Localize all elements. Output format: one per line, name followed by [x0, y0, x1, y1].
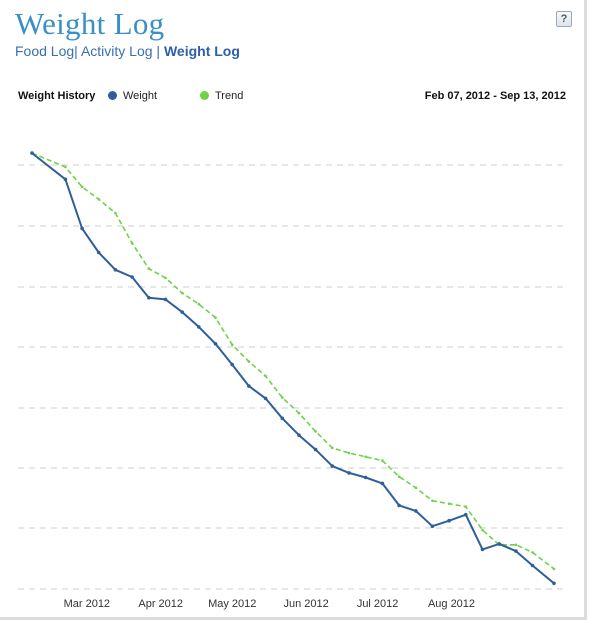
data-point-trend[interactable]: [364, 455, 368, 459]
data-point-trend[interactable]: [314, 430, 317, 433]
data-point-trend[interactable]: [247, 360, 251, 363]
legend-weight-marker: [108, 91, 117, 100]
data-point-trend[interactable]: [197, 302, 201, 306]
data-point-trend[interactable]: [97, 197, 100, 201]
data-point-weight[interactable]: [130, 275, 134, 279]
x-tick-label: Apr 2012: [138, 598, 183, 610]
data-point-trend[interactable]: [297, 411, 301, 415]
data-point-weight[interactable]: [163, 297, 168, 302]
data-point-trend[interactable]: [180, 291, 184, 295]
data-point-weight[interactable]: [63, 177, 68, 182]
data-point-trend[interactable]: [230, 343, 234, 347]
data-point-trend[interactable]: [264, 374, 267, 378]
chart-gridlines: [18, 164, 565, 590]
data-point-trend[interactable]: [114, 211, 117, 215]
data-point-weight[interactable]: [280, 416, 285, 421]
series-line-trend: [31, 152, 555, 570]
x-tick-label: May 2012: [208, 598, 256, 610]
series-line-weight: [31, 152, 555, 585]
help-button[interactable]: ?: [556, 11, 572, 27]
nav-separator: |: [74, 43, 78, 59]
data-point-weight[interactable]: [497, 542, 502, 546]
legend-weight[interactable]: Weight: [108, 90, 157, 102]
data-point-weight[interactable]: [464, 512, 468, 517]
data-point-weight[interactable]: [80, 226, 84, 231]
data-point-trend[interactable]: [552, 567, 556, 571]
data-point-trend[interactable]: [481, 528, 484, 532]
data-point-weight[interactable]: [430, 524, 435, 528]
chart-series: [30, 151, 556, 586]
nav-activity-log[interactable]: Activity Log: [80, 43, 153, 59]
data-point-trend[interactable]: [214, 316, 217, 319]
data-point-weight[interactable]: [197, 325, 201, 329]
data-point-weight[interactable]: [330, 464, 335, 468]
data-point-trend[interactable]: [331, 446, 334, 450]
x-tick-label: Aug 2012: [428, 598, 475, 610]
data-point-trend[interactable]: [347, 451, 351, 455]
data-point-weight[interactable]: [180, 310, 184, 314]
data-point-trend[interactable]: [80, 185, 84, 189]
data-point-weight[interactable]: [347, 471, 351, 475]
chart-header: Weight History Weight Trend Feb 07, 2012…: [18, 90, 566, 106]
data-point-trend[interactable]: [531, 551, 534, 554]
data-point-weight[interactable]: [380, 481, 385, 486]
data-point-weight[interactable]: [414, 509, 418, 513]
data-point-weight[interactable]: [263, 396, 268, 401]
data-point-trend[interactable]: [164, 276, 167, 280]
data-point-weight[interactable]: [363, 475, 368, 480]
log-navigation: Food Log| Activity Log | Weight Log: [15, 43, 240, 59]
data-point-weight[interactable]: [96, 250, 101, 255]
data-point-weight[interactable]: [30, 151, 34, 155]
chart-x-axis: Mar 2012 Apr 2012 May 2012 Jun 2012 Jul 2012…: [64, 598, 475, 610]
date-range: Feb 07, 2012 - Sep 13, 2012: [424, 90, 566, 102]
data-point-trend[interactable]: [414, 486, 418, 490]
data-point-trend[interactable]: [147, 267, 151, 270]
data-point-weight[interactable]: [113, 268, 118, 272]
x-tick-label: Mar 2012: [64, 598, 110, 610]
legend-trend-marker: [200, 91, 209, 100]
data-point-weight[interactable]: [297, 433, 301, 438]
data-point-trend[interactable]: [397, 475, 401, 479]
x-tick-label: Jun 2012: [283, 598, 328, 610]
data-point-weight[interactable]: [480, 547, 485, 552]
data-point-trend[interactable]: [431, 499, 434, 503]
data-point-trend[interactable]: [464, 505, 468, 509]
data-point-weight[interactable]: [397, 503, 401, 508]
nav-separator: |: [156, 43, 161, 59]
legend-trend[interactable]: Trend: [200, 90, 243, 102]
data-point-weight[interactable]: [213, 342, 218, 346]
data-point-weight[interactable]: [530, 563, 535, 568]
data-point-trend[interactable]: [130, 241, 134, 245]
data-point-weight[interactable]: [230, 362, 234, 367]
nav-food-log[interactable]: Food Log: [15, 43, 75, 59]
data-point-trend[interactable]: [514, 543, 518, 547]
data-point-weight[interactable]: [147, 295, 151, 300]
data-point-weight[interactable]: [552, 581, 556, 586]
x-tick-label: Jul 2012: [357, 598, 399, 610]
chart-title: Weight History: [18, 90, 96, 102]
legend-trend-label: Trend: [215, 90, 244, 102]
data-point-trend[interactable]: [281, 396, 284, 399]
data-point-weight[interactable]: [313, 447, 318, 452]
data-point-weight[interactable]: [247, 384, 251, 388]
data-point-weight[interactable]: [447, 518, 451, 523]
data-point-trend[interactable]: [381, 459, 384, 462]
nav-weight-log[interactable]: Weight Log: [163, 43, 240, 59]
data-point-trend[interactable]: [447, 502, 451, 506]
data-point-weight[interactable]: [514, 549, 518, 553]
data-point-trend[interactable]: [64, 165, 67, 169]
page-title: Weight Log: [15, 6, 165, 41]
legend-weight-label: Weight: [123, 90, 158, 102]
